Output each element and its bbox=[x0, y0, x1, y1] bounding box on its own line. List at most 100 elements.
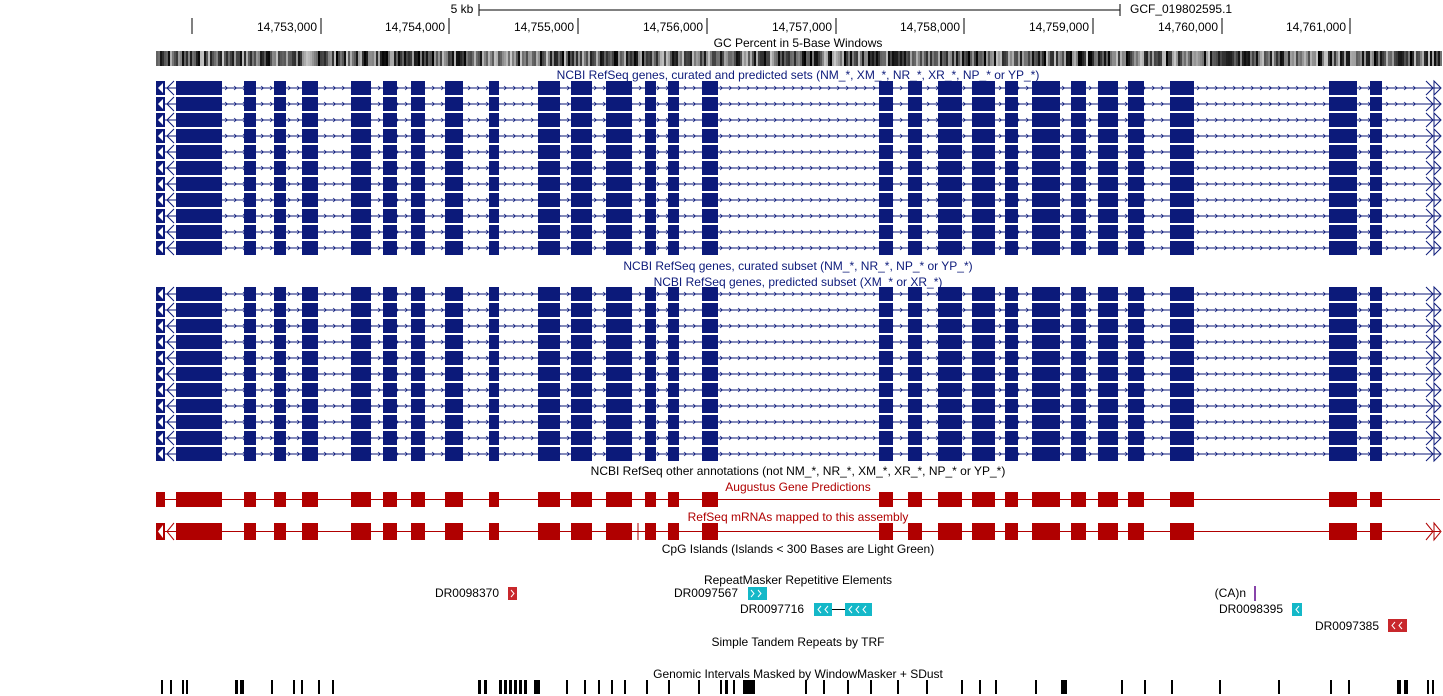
exon-block bbox=[244, 415, 256, 429]
gc-window bbox=[480, 51, 482, 66]
gene-model[interactable] bbox=[156, 285, 1442, 303]
refseq-mrna-track[interactable] bbox=[156, 521, 1442, 542]
gc-window bbox=[280, 51, 282, 66]
arrow-right-icon bbox=[1425, 350, 1434, 366]
arrow-right-icon bbox=[1425, 144, 1434, 160]
exon-block bbox=[668, 383, 679, 397]
gene-model[interactable] bbox=[156, 381, 1442, 399]
gene-model[interactable] bbox=[156, 159, 1442, 177]
exon-block bbox=[1098, 129, 1118, 143]
masked-interval bbox=[668, 680, 670, 694]
arrow-left-icon bbox=[166, 286, 175, 302]
exon-block bbox=[702, 193, 718, 207]
gc-window bbox=[622, 51, 624, 66]
exon-block bbox=[879, 303, 893, 317]
repeat-feature-dr0097567[interactable] bbox=[748, 587, 767, 600]
gc-window bbox=[916, 51, 918, 66]
gene-model[interactable] bbox=[156, 79, 1442, 97]
exon-block bbox=[383, 367, 397, 381]
arrow-right-icon bbox=[1425, 366, 1434, 382]
gc-window bbox=[182, 51, 184, 66]
gene-model[interactable] bbox=[156, 413, 1442, 431]
exon-block bbox=[645, 161, 656, 175]
gene-model[interactable] bbox=[156, 191, 1442, 209]
gene-model[interactable] bbox=[156, 429, 1442, 447]
exon-block bbox=[879, 523, 893, 540]
exon-block bbox=[1329, 129, 1357, 143]
gene-model[interactable] bbox=[156, 521, 1442, 542]
gc-window bbox=[644, 51, 646, 66]
gene-model[interactable] bbox=[156, 301, 1442, 319]
gc-window bbox=[218, 51, 220, 66]
masked-interval bbox=[1427, 680, 1429, 694]
exon-block bbox=[972, 81, 995, 95]
gc-window bbox=[806, 51, 808, 66]
gene-model[interactable] bbox=[156, 143, 1442, 161]
gene-model[interactable] bbox=[156, 445, 1442, 463]
gene-model[interactable] bbox=[156, 333, 1442, 351]
gc-window bbox=[1374, 51, 1376, 66]
exon-block bbox=[1370, 523, 1382, 540]
gene-model[interactable] bbox=[156, 397, 1442, 415]
gene-model[interactable] bbox=[156, 223, 1442, 241]
gc-window bbox=[204, 51, 206, 66]
exon-block bbox=[972, 193, 995, 207]
augustus-track[interactable] bbox=[156, 492, 1440, 507]
gc-window bbox=[612, 51, 614, 66]
track-title-windowmasker: Genomic Intervals Masked by WindowMasker… bbox=[653, 667, 943, 681]
gc-window bbox=[1174, 51, 1176, 66]
repeatmasker-track[interactable]: DR0098370 DR0097567 DR0097716 (CA)n DR00… bbox=[435, 586, 1407, 633]
repeat-feature-dr0097385[interactable] bbox=[1388, 619, 1407, 632]
exon-block bbox=[1370, 335, 1382, 349]
gc-window bbox=[420, 51, 422, 66]
exon-block bbox=[411, 319, 425, 333]
gene-model[interactable] bbox=[156, 365, 1442, 383]
refseq-all-track[interactable] bbox=[156, 79, 1442, 257]
gc-window bbox=[394, 51, 396, 66]
exon-block bbox=[938, 225, 962, 239]
gc-window bbox=[824, 51, 826, 66]
gc-window bbox=[1194, 51, 1196, 66]
gene-model[interactable] bbox=[156, 349, 1442, 367]
gene-model[interactable] bbox=[156, 317, 1442, 335]
refseq-predicted-track[interactable] bbox=[156, 285, 1442, 463]
gc-window bbox=[338, 51, 340, 66]
masked-interval bbox=[504, 680, 507, 694]
exon-block bbox=[938, 447, 962, 461]
gene-model[interactable] bbox=[156, 111, 1442, 129]
repeat-feature-dr0098370[interactable] bbox=[508, 587, 517, 600]
gc-window bbox=[198, 51, 200, 66]
gene-model[interactable] bbox=[156, 127, 1442, 145]
gc-window bbox=[1246, 51, 1248, 66]
arrow-left-icon bbox=[166, 80, 175, 96]
exon-block bbox=[1128, 335, 1144, 349]
repeat-feature-dr0097716-a[interactable] bbox=[814, 603, 832, 616]
gene-model[interactable] bbox=[156, 207, 1442, 225]
masked-interval bbox=[170, 680, 172, 694]
windowmasker-track[interactable] bbox=[161, 680, 1434, 694]
gc-window bbox=[792, 51, 794, 66]
gc-percent-track[interactable] bbox=[156, 51, 1442, 66]
gene-model[interactable] bbox=[156, 492, 1440, 507]
exon-block bbox=[908, 431, 922, 445]
exon-block bbox=[606, 335, 632, 349]
exon-block bbox=[445, 523, 463, 540]
gc-window bbox=[318, 51, 320, 66]
exon-block bbox=[1032, 209, 1060, 223]
gene-model[interactable] bbox=[156, 95, 1442, 113]
gc-window bbox=[1122, 51, 1124, 66]
repeat-feature-dr0098395[interactable] bbox=[1292, 603, 1302, 616]
exon-block bbox=[1032, 431, 1060, 445]
base-position-ruler[interactable]: 5 kb GCF_019802595.1 14,753,000 14,754,00… bbox=[191, 2, 1351, 34]
exon-block bbox=[1032, 287, 1060, 301]
gene-model[interactable] bbox=[156, 239, 1442, 257]
gc-window bbox=[778, 51, 780, 66]
repeat-feature-ca-n[interactable] bbox=[1254, 586, 1256, 601]
gene-model[interactable] bbox=[156, 175, 1442, 193]
gc-window bbox=[478, 51, 480, 66]
exon-block bbox=[1071, 367, 1086, 381]
gc-window bbox=[364, 51, 366, 66]
gc-window bbox=[426, 51, 428, 66]
gc-window bbox=[676, 51, 678, 66]
